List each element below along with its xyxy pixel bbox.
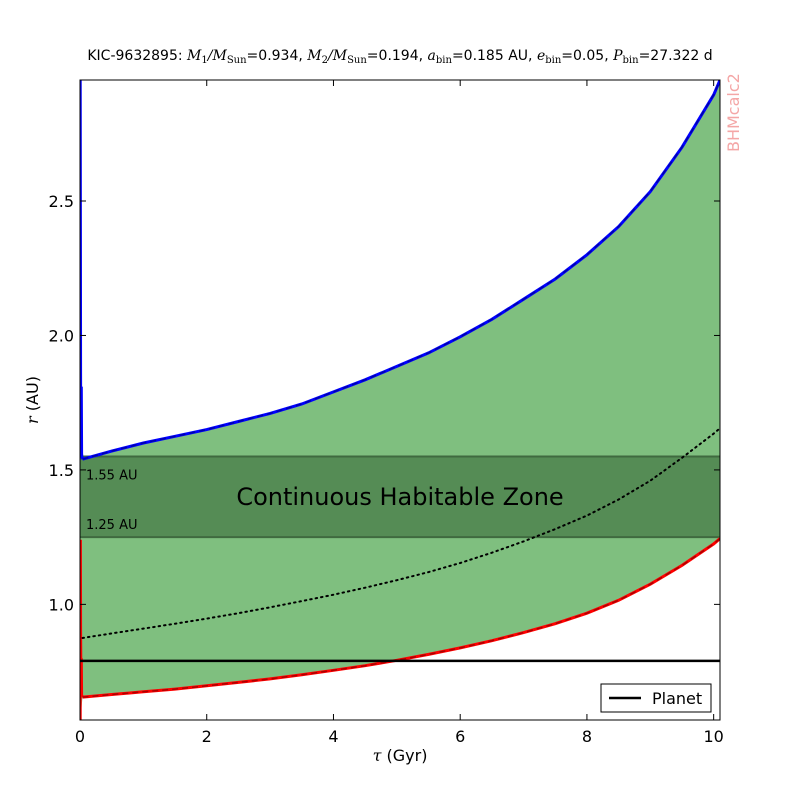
outer-boundary-dashed [82, 80, 720, 460]
y-tick-label: 2.5 [49, 192, 74, 211]
legend-planet-label: Planet [652, 689, 702, 708]
watermark: BHMcalc2 [724, 73, 743, 152]
y-tick-label: 1.5 [49, 461, 74, 480]
chart-title: KIC-9632895: M1/MSun=0.934, M2/MSun=0.19… [87, 48, 712, 66]
legend-box [600, 683, 712, 713]
y-tick-label: 2.0 [49, 326, 74, 345]
axes-frame [79, 79, 721, 721]
y-tick-label: 1.0 [49, 595, 74, 614]
x-tick-label: 0 [75, 727, 85, 746]
habitable-region-fill [80, 80, 720, 720]
x-tick-label: 4 [328, 727, 338, 746]
x-tick-label: 8 [582, 727, 592, 746]
hz-outer-label: 1.55 AU [86, 468, 138, 483]
inner-boundary-dashed [82, 537, 720, 698]
plot-area [80, 80, 720, 720]
x-tick-label: 6 [455, 727, 465, 746]
y-axis-label: r (AU) [23, 376, 42, 424]
x-tick-label: 10 [703, 727, 723, 746]
outer-early-spike [80, 80, 84, 460]
axis-ticks: 0 2 4 6 8 10 1.0 1.5 2.0 2.5 [49, 80, 724, 746]
legend: Planet [600, 683, 712, 713]
hz-title: Continuous Habitable Zone [236, 483, 563, 511]
continuous-habitable-zone-band [80, 456, 720, 538]
hz-inner-label: 1.25 AU [86, 518, 138, 533]
middle-dotted-line [81, 427, 720, 639]
x-axis-label: τ (Gyr) [373, 746, 428, 765]
x-tick-label: 2 [202, 727, 212, 746]
